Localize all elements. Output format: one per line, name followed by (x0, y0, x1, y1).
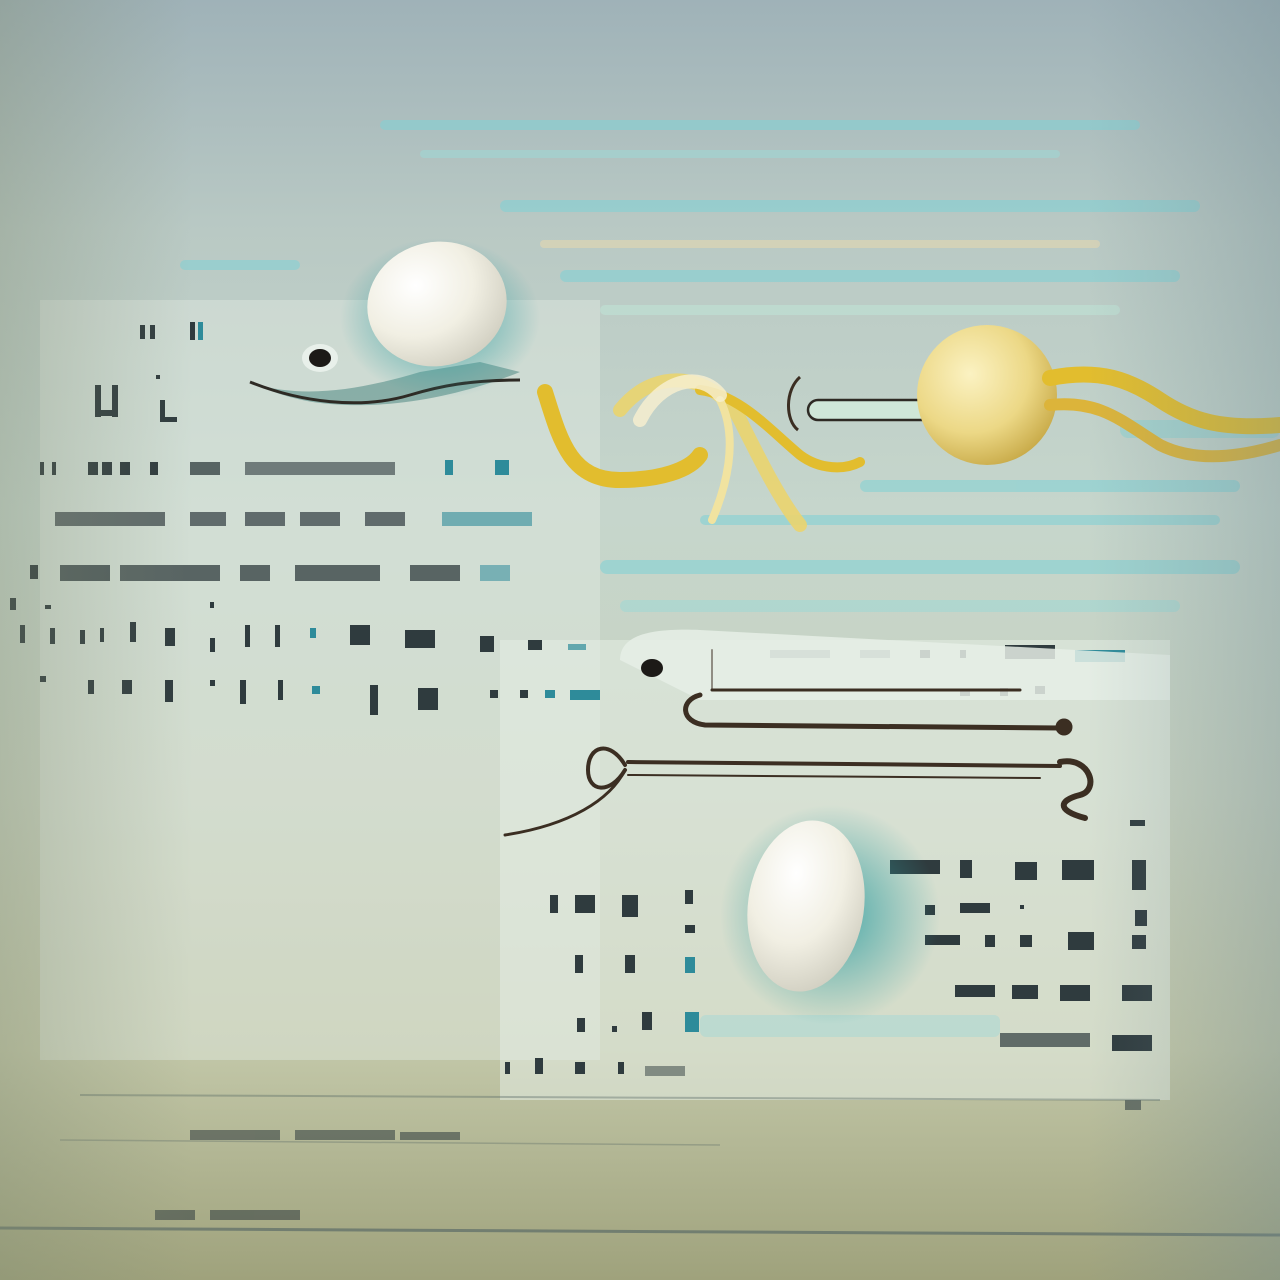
vignette (0, 0, 1280, 1280)
artwork (0, 0, 1280, 1280)
